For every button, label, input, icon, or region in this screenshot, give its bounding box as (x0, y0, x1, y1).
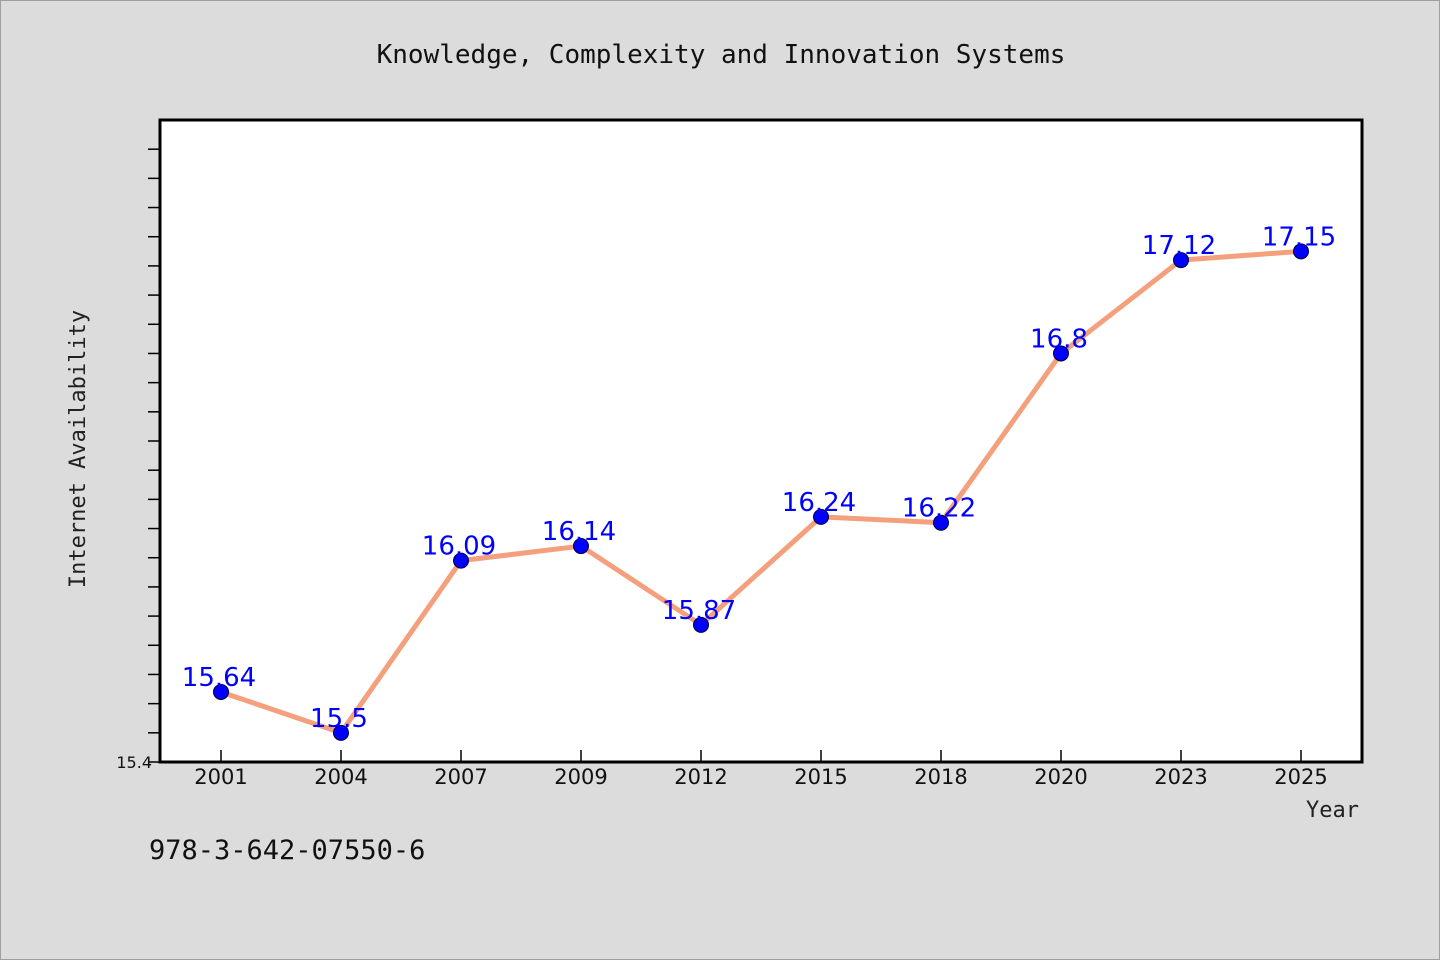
data-point (813, 508, 829, 525)
y-tick-label: 15.4 (116, 753, 152, 772)
data-point (933, 514, 949, 531)
series-line (218, 248, 1304, 736)
data-point (573, 538, 589, 555)
chart-title: Knowledge, Complexity and Innovation Sys… (377, 40, 1066, 70)
isbn-text: 978-3-642-07550-6 (149, 835, 426, 866)
x-tick-label: 2023 (1154, 765, 1207, 789)
data-label: 17.15 (1262, 222, 1336, 252)
data-label: 15.87 (662, 596, 736, 626)
data-point (1293, 243, 1309, 260)
x-tick-label: 2025 (1274, 765, 1327, 789)
x-tick-label: 2004 (314, 765, 367, 789)
data-point (1053, 345, 1069, 362)
x-tick-label: 2012 (674, 765, 727, 789)
x-tick-label: 2020 (1034, 765, 1087, 789)
plot-area (158, 118, 1364, 764)
x-axis-label: Year (1306, 798, 1359, 823)
series-group: 15.64 15.5 16.09 16.14 15.87 16.24 16.22 16.8 17… (182, 222, 1336, 741)
data-point (453, 552, 469, 569)
x-tick-label: 2001 (194, 765, 247, 789)
data-label: 17.12 (1142, 231, 1216, 261)
x-tick-label: 2007 (434, 765, 487, 789)
data-point (693, 616, 709, 633)
data-label: 16.22 (902, 494, 976, 524)
data-label: 15.64 (182, 663, 256, 693)
data-label: 16.09 (422, 532, 496, 562)
data-label: 16.24 (782, 488, 856, 518)
x-tick-label: 2018 (914, 765, 967, 789)
data-point (213, 683, 229, 700)
data-label: 15.5 (310, 704, 368, 734)
y-axis-ticks: 15.4 (116, 148, 160, 772)
x-axis-ticks: 2001 2004 2007 2009 2012 2015 2018 2020 2023 2025 (194, 750, 1328, 789)
x-tick-label: 2009 (554, 765, 607, 789)
data-label: 16.8 (1030, 324, 1088, 354)
data-point (333, 724, 349, 741)
data-point (1173, 252, 1189, 269)
data-label: 16.14 (542, 517, 616, 547)
x-tick-label: 2015 (794, 765, 847, 789)
y-axis-label: Internet Availability (66, 310, 91, 588)
